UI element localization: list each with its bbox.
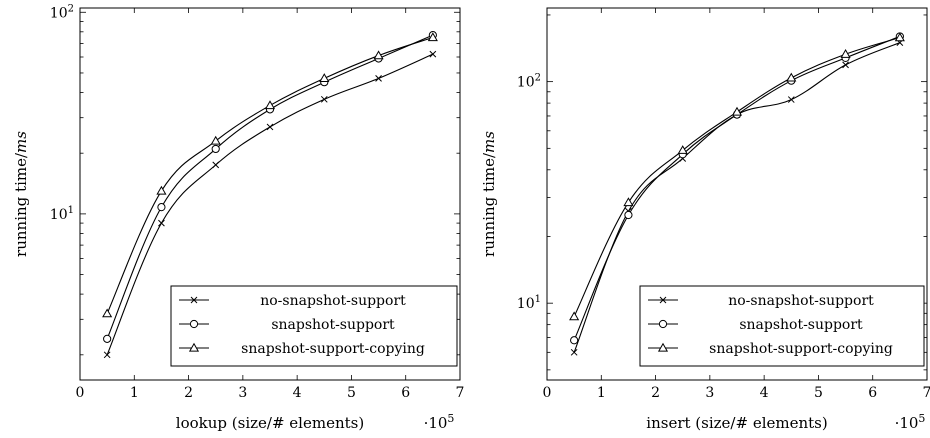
data-point-no-snapshot-support bbox=[787, 96, 795, 103]
chart-right: 101 102 0 1 2 3 4 5 6 7 no-snapshot-support snaps… bbox=[480, 7, 930, 432]
y-tick-label: 101 bbox=[50, 205, 74, 223]
data-point-snapshot-support-copying bbox=[427, 32, 438, 42]
x-tick-label: 1 bbox=[597, 385, 606, 401]
x-tick-label: 4 bbox=[760, 385, 769, 401]
y-axis-label: running time/ms bbox=[480, 131, 498, 257]
legend-label: snapshot-support bbox=[271, 317, 395, 333]
legend-item: snapshot-support-copying bbox=[648, 341, 893, 357]
data-point-snapshot-support-copying bbox=[840, 49, 851, 58]
x-tick-label: 2 bbox=[184, 385, 193, 401]
data-point-no-snapshot-support bbox=[212, 161, 220, 169]
legend-item: no-snapshot-support bbox=[179, 293, 406, 309]
series-lines bbox=[102, 31, 438, 359]
series-line-snapshot-support-copying bbox=[573, 37, 901, 317]
x-tick-label: 3 bbox=[705, 385, 714, 401]
y-tick-label: 101 bbox=[517, 294, 541, 312]
x-tick-label: 5 bbox=[814, 385, 823, 401]
x-tick-label: 7 bbox=[923, 385, 930, 401]
data-point-no-snapshot-support bbox=[158, 219, 165, 227]
legend-label: no-snapshot-support bbox=[260, 293, 406, 309]
data-point-snapshot-support-copying bbox=[731, 106, 743, 116]
data-point-no-snapshot-support bbox=[429, 50, 437, 58]
x-tick-label: 5 bbox=[347, 385, 356, 401]
legend-label: snapshot-support-copying bbox=[241, 341, 425, 357]
legend: no-snapshot-support snapshot-support snaps… bbox=[170, 285, 458, 367]
legend-marker bbox=[659, 296, 667, 304]
data-point-snapshot-support-copying bbox=[623, 197, 634, 207]
data-point-snapshot-support bbox=[570, 336, 579, 345]
x-tick-label: 4 bbox=[293, 385, 302, 401]
data-point-no-snapshot-support bbox=[320, 95, 328, 103]
data-point-no-snapshot-support bbox=[842, 61, 849, 69]
y-tick-label: 102 bbox=[517, 73, 541, 91]
data-point-snapshot-support-copying bbox=[569, 311, 580, 321]
x-tick-label: 0 bbox=[76, 385, 85, 401]
legend-marker bbox=[188, 342, 200, 352]
legend-marker bbox=[657, 342, 669, 352]
data-point-snapshot-support-copying bbox=[786, 72, 797, 82]
legend-item: snapshot-support bbox=[179, 317, 395, 333]
x-tick-label: 6 bbox=[868, 385, 877, 401]
series-lines bbox=[569, 32, 905, 356]
data-point-no-snapshot-support bbox=[375, 75, 382, 82]
chart-left: 101 102 0 1 2 3 4 5 6 7 no-snapshot-support snaps… bbox=[12, 3, 464, 432]
data-point-snapshot-support bbox=[211, 144, 220, 154]
x-axis-label: insert (size/# elements) bbox=[646, 414, 827, 432]
legend-marker bbox=[189, 319, 199, 329]
series-line-no-snapshot-support bbox=[106, 53, 434, 356]
x-tick-label: 6 bbox=[401, 385, 410, 401]
data-point-snapshot-support-copying bbox=[264, 100, 276, 110]
y-axis-label: running time/ms bbox=[12, 131, 30, 257]
x-axis: 0 1 2 3 4 5 6 7 bbox=[543, 8, 930, 401]
legend-marker bbox=[658, 319, 668, 329]
data-point-snapshot-support bbox=[624, 210, 633, 220]
data-point-snapshot-support bbox=[157, 203, 166, 212]
legend-label: snapshot-support bbox=[739, 317, 863, 333]
series-line-snapshot-support-copying bbox=[106, 36, 434, 314]
data-point-snapshot-support-copying bbox=[102, 308, 113, 318]
data-point-snapshot-support-copying bbox=[373, 50, 384, 60]
legend-item: snapshot-support bbox=[648, 317, 863, 333]
legend-item: no-snapshot-support bbox=[648, 293, 874, 309]
data-point-snapshot-support-copying bbox=[894, 32, 905, 42]
x-axis-label: lookup (size/# elements) bbox=[176, 414, 364, 432]
data-point-snapshot-support bbox=[103, 334, 112, 343]
x-tick-label: 2 bbox=[651, 385, 660, 401]
legend: no-snapshot-support snapshot-support snaps… bbox=[639, 285, 925, 367]
legend-box bbox=[639, 285, 925, 367]
x-tick-label: 3 bbox=[238, 385, 247, 401]
x-tick-label: 0 bbox=[543, 385, 552, 401]
x-multiplier-label: ·105 bbox=[895, 412, 926, 432]
data-point-snapshot-support-copying bbox=[677, 145, 688, 154]
data-point-snapshot-support-copying bbox=[319, 73, 330, 83]
x-tick-label: 1 bbox=[130, 385, 139, 401]
legend-marker bbox=[190, 296, 198, 304]
legend-box bbox=[170, 285, 458, 367]
plot-frame bbox=[79, 7, 461, 381]
x-multiplier-label: ·105 bbox=[424, 412, 455, 432]
plot-frame bbox=[546, 7, 928, 381]
legend-label: no-snapshot-support bbox=[728, 293, 874, 309]
legend-label: snapshot-support-copying bbox=[709, 341, 893, 357]
data-point-snapshot-support-copying bbox=[210, 135, 221, 145]
x-tick-label: 7 bbox=[456, 385, 465, 401]
data-point-no-snapshot-support bbox=[570, 348, 578, 356]
data-point-no-snapshot-support bbox=[266, 123, 274, 131]
y-tick-label: 102 bbox=[50, 3, 74, 21]
data-point-snapshot-support-copying bbox=[156, 185, 167, 195]
x-axis: 0 1 2 3 4 5 6 7 bbox=[76, 8, 465, 401]
legend-item: snapshot-support-copying bbox=[179, 341, 425, 357]
data-point-no-snapshot-support bbox=[103, 351, 111, 359]
